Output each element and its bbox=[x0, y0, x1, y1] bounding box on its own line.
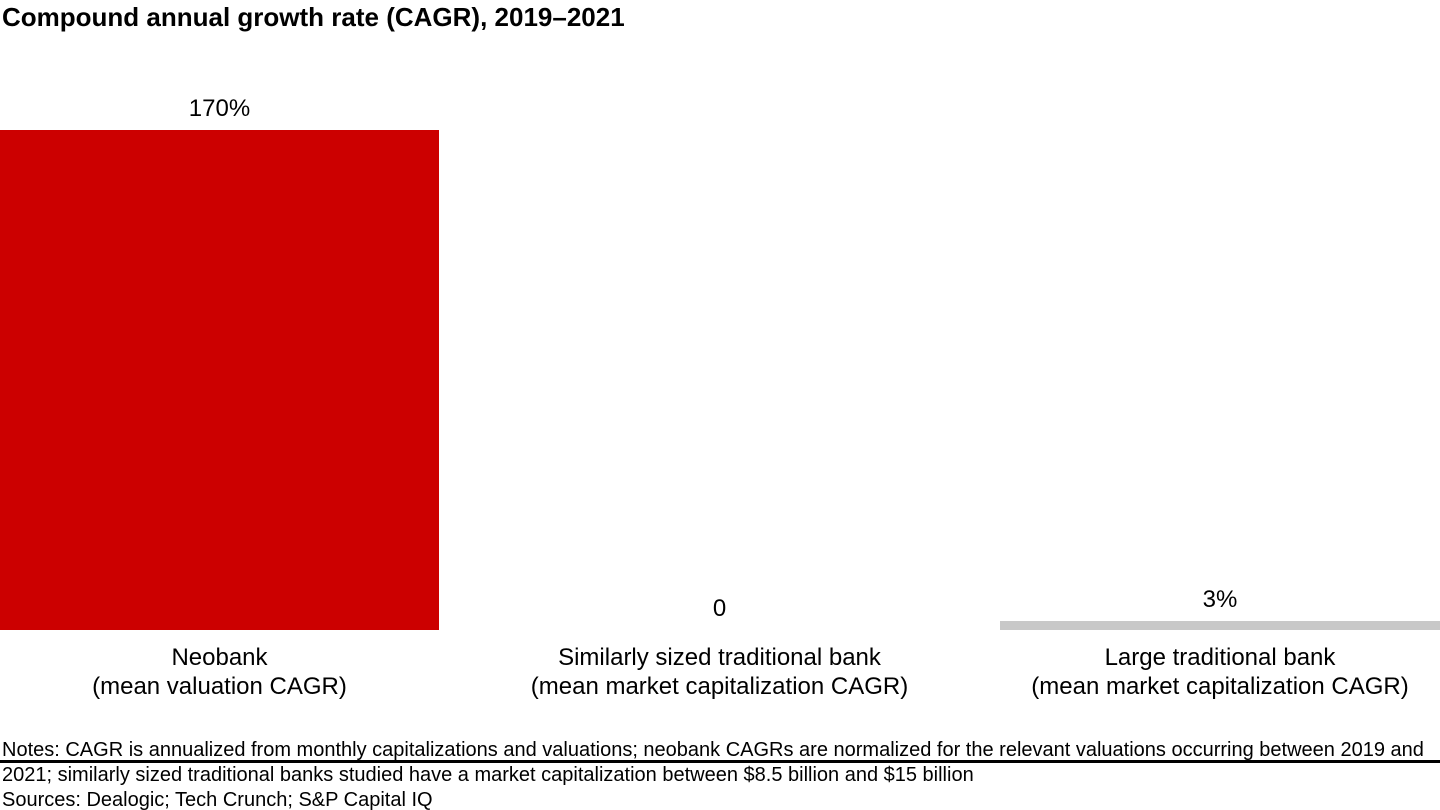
chart-footer: Notes: CAGR is annualized from monthly c… bbox=[2, 738, 1438, 810]
x-axis-line bbox=[0, 760, 1440, 763]
value-label-large-bank: 3% bbox=[1202, 586, 1238, 613]
bar-group-large-bank: 3% bbox=[1000, 586, 1440, 630]
sources-text: Sources: Dealogic; Tech Crunch; S&P Capi… bbox=[2, 789, 433, 810]
bar-group-neobank: 170% bbox=[0, 95, 439, 630]
notes-text: Notes: CAGR is annualized from monthly c… bbox=[2, 739, 1424, 786]
category-label-neobank: Neobank (mean valuation CAGR) bbox=[92, 644, 347, 700]
chart-title: Compound annual growth rate (CAGR), 2019… bbox=[2, 2, 625, 32]
bar bbox=[1000, 621, 1440, 630]
category-label-large-bank: Large traditional bank (mean market capi… bbox=[1031, 644, 1409, 700]
category-label-similar-bank: Similarly sized traditional bank (mean m… bbox=[530, 644, 909, 700]
bar-group-similar-bank: 0 bbox=[500, 595, 939, 630]
category-axis-labels: Neobank (mean valuation CAGR) Similarly … bbox=[0, 643, 1440, 703]
value-label-similar-bank: 0 bbox=[712, 595, 727, 622]
value-label-neobank: 170% bbox=[188, 95, 251, 122]
bar bbox=[0, 130, 439, 630]
bar-chart-plot-area: 170% 0 3% bbox=[0, 95, 1440, 763]
